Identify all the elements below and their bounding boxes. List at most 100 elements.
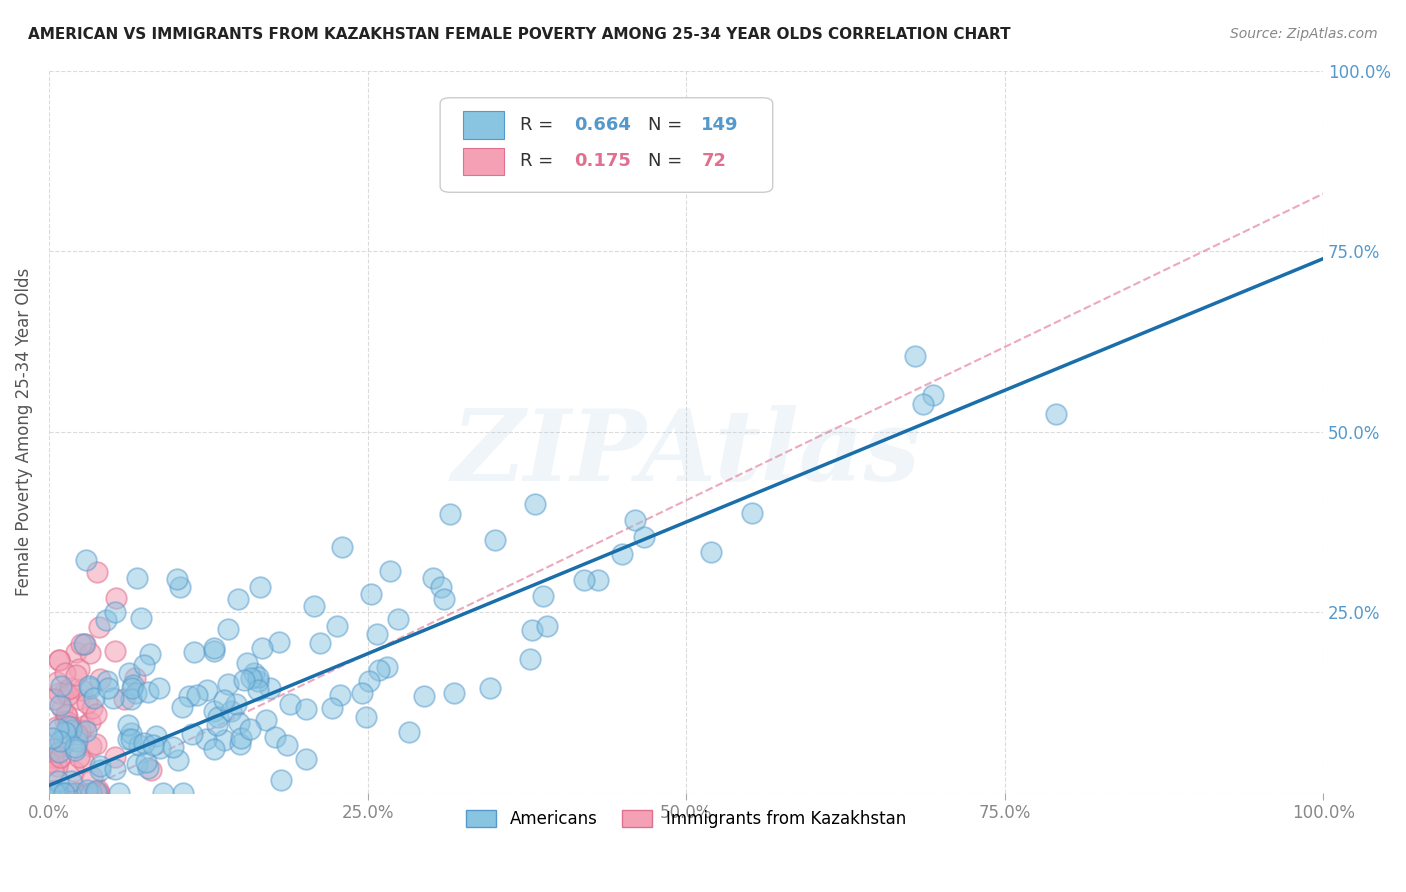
- Point: [48, 653, 70, 667]
- Point: [121, 681, 143, 695]
- FancyBboxPatch shape: [440, 98, 773, 193]
- Point: [309, 635, 332, 649]
- Point: [49, 698, 72, 712]
- Point: [269, 634, 291, 648]
- Point: [700, 545, 723, 559]
- Point: [125, 686, 148, 700]
- Text: 0.175: 0.175: [574, 153, 631, 170]
- Point: [249, 580, 271, 594]
- Point: [51, 739, 73, 753]
- Point: [145, 729, 167, 743]
- Point: [72, 719, 94, 733]
- Point: [46, 723, 69, 737]
- Point: [430, 580, 453, 594]
- Point: [60, 723, 83, 738]
- Point: [53, 714, 76, 728]
- Point: [904, 349, 927, 363]
- Point: [39, 786, 62, 800]
- Point: [120, 725, 142, 739]
- Point: [377, 659, 399, 673]
- Point: [89, 758, 111, 772]
- Point: [139, 764, 162, 778]
- Point: [75, 553, 97, 567]
- Point: [433, 591, 456, 606]
- Point: [73, 637, 96, 651]
- Text: R =: R =: [520, 116, 560, 134]
- Point: [202, 641, 225, 656]
- Point: [42, 750, 65, 764]
- Point: [49, 751, 72, 765]
- Point: [79, 714, 101, 729]
- Point: [217, 623, 239, 637]
- Point: [82, 700, 104, 714]
- Point: [48, 746, 70, 760]
- Point: [531, 589, 554, 603]
- Point: [73, 786, 96, 800]
- Point: [69, 637, 91, 651]
- Point: [42, 786, 65, 800]
- Text: R =: R =: [520, 153, 560, 170]
- Point: [59, 773, 82, 788]
- Point: [329, 688, 352, 702]
- Text: 0.664: 0.664: [574, 116, 631, 134]
- Point: [38, 755, 60, 769]
- Point: [127, 757, 149, 772]
- Point: [214, 733, 236, 747]
- Point: [45, 759, 67, 773]
- Text: N =: N =: [648, 153, 688, 170]
- Point: [134, 658, 156, 673]
- Point: [84, 784, 107, 798]
- Point: [83, 691, 105, 706]
- Point: [75, 637, 97, 651]
- Point: [48, 653, 70, 667]
- Point: [124, 671, 146, 685]
- Point: [229, 731, 252, 746]
- Point: [112, 692, 135, 706]
- Point: [117, 731, 139, 746]
- Point: [125, 571, 148, 585]
- Point: [79, 681, 101, 695]
- Point: [42, 692, 65, 706]
- FancyBboxPatch shape: [463, 147, 503, 175]
- Point: [217, 677, 239, 691]
- Point: [484, 533, 506, 547]
- Point: [73, 755, 96, 769]
- Point: [169, 580, 191, 594]
- Point: [202, 644, 225, 658]
- Point: [443, 686, 465, 700]
- Point: [89, 763, 111, 777]
- Point: [226, 591, 249, 606]
- Point: [121, 678, 143, 692]
- Point: [80, 770, 103, 784]
- Point: [247, 683, 270, 698]
- Point: [229, 737, 252, 751]
- Point: [79, 646, 101, 660]
- Point: [56, 688, 79, 702]
- Point: [378, 564, 401, 578]
- Point: [55, 786, 77, 800]
- Point: [302, 599, 325, 614]
- Point: [84, 706, 107, 721]
- Point: [128, 738, 150, 752]
- Point: [295, 752, 318, 766]
- Point: [87, 786, 110, 800]
- Point: [69, 723, 91, 738]
- Point: [325, 618, 347, 632]
- Point: [166, 753, 188, 767]
- Point: [103, 605, 125, 619]
- Point: [294, 701, 316, 715]
- Point: [135, 755, 157, 769]
- Point: [48, 686, 70, 700]
- Point: [912, 397, 935, 411]
- Point: [120, 692, 142, 706]
- Point: [72, 682, 94, 697]
- Point: [76, 696, 98, 710]
- Point: [65, 644, 87, 658]
- Point: [49, 734, 72, 748]
- Point: [219, 704, 242, 718]
- Point: [398, 725, 420, 739]
- Point: [166, 572, 188, 586]
- Point: [623, 512, 645, 526]
- Point: [1045, 407, 1067, 421]
- Point: [225, 697, 247, 711]
